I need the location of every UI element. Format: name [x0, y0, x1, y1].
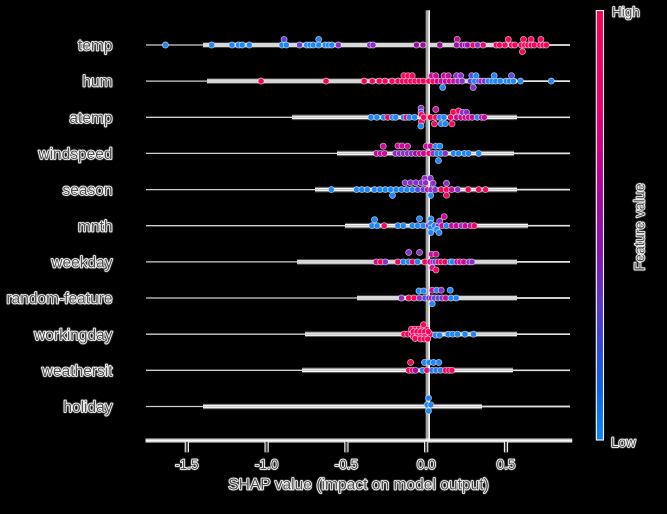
svg-text:workingday: workingday — [33, 327, 113, 344]
svg-text:weekday: weekday — [50, 255, 112, 272]
svg-text:High: High — [612, 5, 640, 20]
svg-text:hum: hum — [82, 74, 112, 91]
svg-text:0.5: 0.5 — [497, 457, 516, 472]
svg-text:atemp: atemp — [69, 110, 112, 127]
svg-text:random-feature: random-feature — [7, 291, 113, 308]
svg-text:holiday: holiday — [63, 399, 112, 416]
svg-text:mnth: mnth — [78, 218, 112, 235]
svg-text:Low: Low — [611, 435, 636, 450]
svg-text:windspeed: windspeed — [37, 146, 112, 163]
svg-text:-1.5: -1.5 — [175, 457, 198, 472]
svg-text:SHAP value (impact on model ou: SHAP value (impact on model output) — [228, 476, 489, 493]
svg-text:-0.5: -0.5 — [335, 457, 358, 472]
svg-text:0.0: 0.0 — [417, 457, 436, 472]
svg-text:temp: temp — [78, 38, 112, 55]
svg-text:-1.0: -1.0 — [255, 457, 279, 472]
svg-text:weathersit: weathersit — [41, 363, 113, 380]
svg-text:season: season — [63, 182, 113, 199]
svg-text:Feature value: Feature value — [633, 183, 649, 270]
